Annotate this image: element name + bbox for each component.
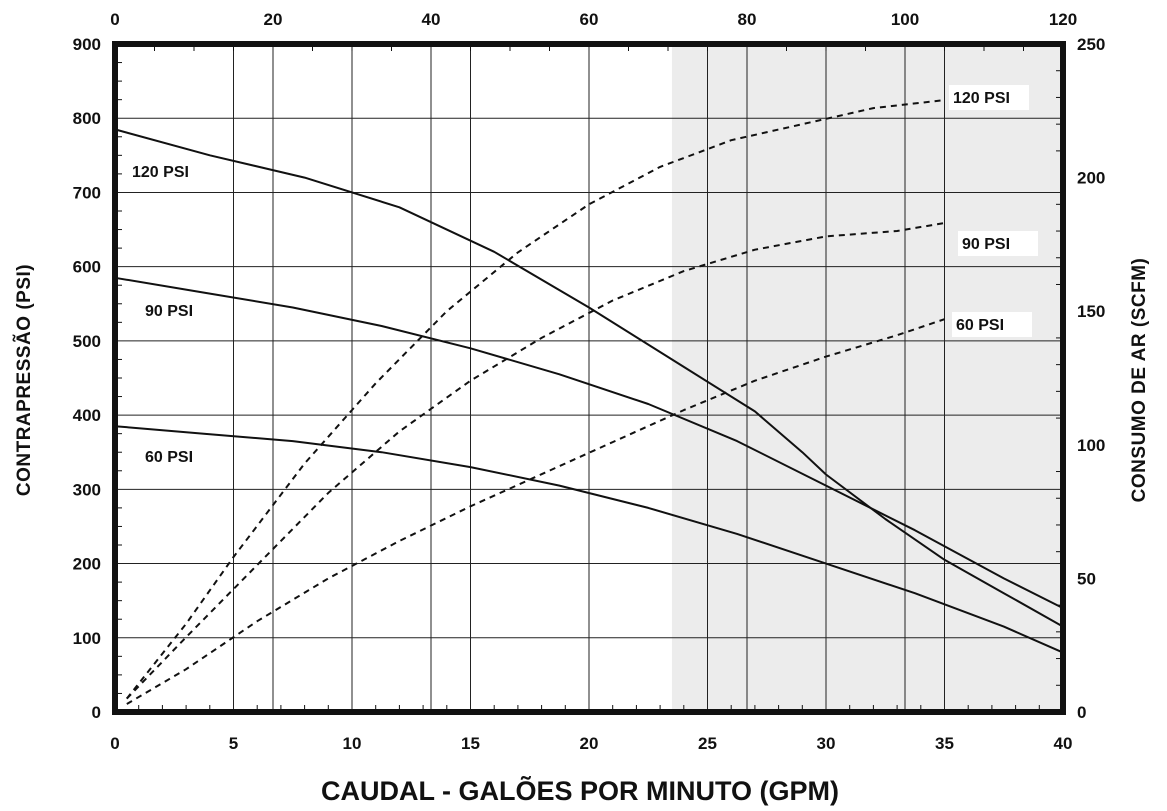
series-line-120-psi-dashed <box>126 99 945 700</box>
series-layer <box>114 99 1064 705</box>
y-left-tick-label: 400 <box>73 406 101 425</box>
curve-label-120-psi-dashed: 120 PSI <box>953 90 1010 107</box>
y-left-tick-label: 300 <box>73 480 101 499</box>
y-left-tick-label: 0 <box>92 703 101 722</box>
plot-frame <box>112 41 1066 715</box>
y-right-tick-label: 100 <box>1077 436 1105 455</box>
y-left-tick-label: 800 <box>73 109 101 128</box>
y-right-tick-label: 50 <box>1077 569 1096 588</box>
x-top-tick-label: 20 <box>264 10 283 29</box>
y-axis-title: CONTRAPRESSÃO (PSI) <box>13 264 35 496</box>
y-left-tick-label: 700 <box>73 183 101 202</box>
y-left-tick-label: 200 <box>73 555 101 574</box>
series-line-90-psi-dashed <box>126 222 945 700</box>
x-top-tick-label: 120 <box>1049 10 1077 29</box>
tick-label-layer: 0 5 10 15 20 25 30 35 400 20 40 60 80 100 120010020030… <box>73 10 1106 753</box>
curve-label-60-psi-dashed-bg <box>952 312 1032 337</box>
curve-label-120-psi-solid: 120 PSI <box>132 164 189 181</box>
x-top-tick-label: 100 <box>891 10 919 29</box>
curve-label-60-psi-dashed: 60 PSI <box>956 317 1004 334</box>
x-top-tick-label: 0 <box>110 10 119 29</box>
series-line-120-psi-solid <box>114 128 1064 628</box>
shaded-region <box>671 44 1063 712</box>
y-right-tick-label: 0 <box>1077 703 1086 722</box>
x-bottom-tick-label: 25 <box>698 734 717 753</box>
x-bottom-tick-label: 10 <box>343 734 362 753</box>
y2-axis-title: CONSUMO DE AR (SCFM) <box>1129 258 1150 503</box>
y-left-tick-label: 500 <box>73 332 101 351</box>
x-top-tick-label: 40 <box>422 10 441 29</box>
y-right-tick-label: 250 <box>1077 35 1105 54</box>
x-top-tick-label: 60 <box>580 10 599 29</box>
x-bottom-tick-label: 35 <box>935 734 954 753</box>
y-left-tick-label: 600 <box>73 258 101 277</box>
x-bottom-tick-label: 0 <box>110 734 119 753</box>
x-axis-title: CAUDAL - GALÕES POR MINUTO (GPM) <box>321 775 839 806</box>
plot-frame-layer <box>112 41 1066 715</box>
y-right-tick-label: 150 <box>1077 302 1105 321</box>
y-left-tick-label: 900 <box>73 35 101 54</box>
curve-label-90-psi-dashed-bg <box>958 231 1038 256</box>
y-left-tick-label: 100 <box>73 629 101 648</box>
x-bottom-tick-label: 40 <box>1054 734 1073 753</box>
series-line-60-psi-solid <box>114 425 1064 654</box>
x-bottom-tick-label: 15 <box>461 734 480 753</box>
x-top-tick-label: 80 <box>738 10 757 29</box>
curve-label-layer: 120 PSI 90 PSI 60 PSI 120 PSI 90 PSI 60 PSI <box>132 85 1038 466</box>
curve-label-90-psi-dashed: 90 PSI <box>962 236 1010 253</box>
y-right-tick-label: 200 <box>1077 169 1105 188</box>
x-bottom-tick-label: 20 <box>580 734 599 753</box>
curve-label-90-psi-solid: 90 PSI <box>145 303 193 320</box>
series-line-60-psi-dashed <box>126 318 945 705</box>
curve-label-120-psi-dashed-bg <box>949 85 1029 110</box>
x-bottom-tick-label: 5 <box>229 734 238 753</box>
curve-label-60-psi-solid: 60 PSI <box>145 449 193 466</box>
x-bottom-tick-label: 30 <box>817 734 836 753</box>
series-line-90-psi-solid <box>114 276 1064 609</box>
shaded-region-layer <box>671 44 1063 712</box>
